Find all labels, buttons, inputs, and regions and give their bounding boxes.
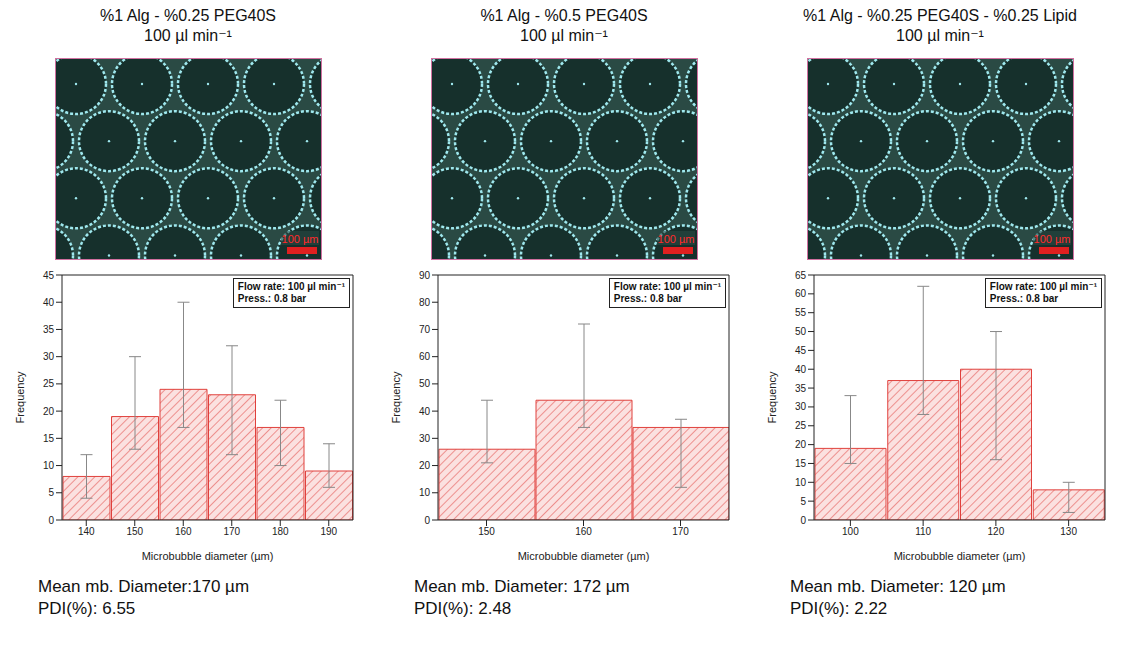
svg-text:35: 35 [795, 383, 807, 394]
svg-text:Microbubble diameter (µm): Microbubble diameter (µm) [894, 550, 1026, 562]
html-text:%1 Alg - %0.25 PEG40S - %0.25: %1 Alg - %0.25 PEG40S - %0.25 Lipid [803, 7, 1077, 24]
svg-text:Frequency: Frequency [766, 371, 778, 423]
svg-text:0: 0 [424, 515, 430, 526]
svg-text:190: 190 [320, 526, 337, 537]
svg-text:10: 10 [43, 460, 55, 471]
html-text:100 µl min⁻¹: 100 µl min⁻¹ [896, 27, 984, 44]
svg-text:150: 150 [478, 526, 495, 537]
svg-text:5: 5 [800, 496, 806, 507]
html-text:%1 Alg - %0.25 PEG40S: %1 Alg - %0.25 PEG40S [99, 7, 276, 24]
html-text:PDI(%): 6.55: PDI(%): 6.55 [38, 599, 136, 618]
html-text:PDI(%): 2.48: PDI(%): 2.48 [414, 599, 512, 618]
svg-text:20: 20 [795, 439, 807, 450]
html-text:PDI(%): 2.22: PDI(%): 2.22 [790, 599, 888, 618]
svg-text:20: 20 [43, 406, 55, 417]
svg-text:100: 100 [842, 526, 859, 537]
svg-text:Microbubble diameter (µm): Microbubble diameter (µm) [518, 550, 650, 562]
svg-text:Microbubble diameter (µm): Microbubble diameter (µm) [142, 550, 274, 562]
svg-text:30: 30 [419, 433, 431, 444]
svg-text:55: 55 [795, 307, 807, 318]
svg-text:0: 0 [48, 515, 54, 526]
svg-text:160: 160 [175, 526, 192, 537]
html-text:Press.: 0.8 bar: Press.: 0.8 bar [613, 293, 683, 304]
html-text:Mean mb. Diameter: 120 µm: Mean mb. Diameter: 120 µm [790, 577, 1006, 596]
svg-text:40: 40 [419, 406, 431, 417]
svg-text:5: 5 [48, 487, 54, 498]
svg-text:80: 80 [419, 297, 431, 308]
svg-text:60: 60 [419, 351, 431, 362]
svg-text:25: 25 [43, 378, 55, 389]
svg-text:180: 180 [272, 526, 289, 537]
html-text:Mean mb. Diameter: 172 µm: Mean mb. Diameter: 172 µm [414, 577, 630, 596]
svg-text:10: 10 [419, 487, 431, 498]
svg-text:100 µm: 100 µm [1033, 233, 1070, 245]
svg-text:65: 65 [795, 270, 807, 281]
svg-text:150: 150 [126, 526, 143, 537]
svg-text:15: 15 [795, 458, 807, 469]
svg-text:170: 170 [223, 526, 240, 537]
svg-text:Frequency: Frequency [14, 371, 26, 423]
svg-text:45: 45 [43, 270, 55, 281]
html-text:Press.: 0.8 bar: Press.: 0.8 bar [989, 293, 1059, 304]
html-text:Flow rate: 100 µl min⁻¹: Flow rate: 100 µl min⁻¹ [237, 281, 345, 292]
svg-text:50: 50 [795, 326, 807, 337]
svg-text:160: 160 [575, 526, 592, 537]
html-text:Flow rate: 100 µl min⁻¹: Flow rate: 100 µl min⁻¹ [613, 281, 721, 292]
svg-text:40: 40 [795, 364, 807, 375]
html-text:100 µl min⁻¹: 100 µl min⁻¹ [144, 27, 232, 44]
svg-text:170: 170 [672, 526, 689, 537]
svg-text:140: 140 [78, 526, 95, 537]
svg-text:40: 40 [43, 297, 55, 308]
svg-text:Frequency: Frequency [390, 371, 402, 423]
html-text:Press.: 0.8 bar: Press.: 0.8 bar [237, 293, 307, 304]
svg-text:100 µm: 100 µm [657, 233, 694, 245]
svg-text:50: 50 [419, 378, 431, 389]
svg-text:100 µm: 100 µm [281, 233, 318, 245]
svg-text:90: 90 [419, 270, 431, 281]
svg-text:110: 110 [915, 526, 931, 537]
svg-text:20: 20 [419, 460, 431, 471]
svg-text:0: 0 [800, 515, 806, 526]
svg-text:120: 120 [988, 526, 1005, 537]
svg-text:30: 30 [795, 401, 807, 412]
svg-text:45: 45 [795, 345, 807, 356]
svg-text:25: 25 [795, 420, 807, 431]
svg-text:10: 10 [795, 477, 807, 488]
svg-text:35: 35 [43, 324, 55, 335]
svg-text:70: 70 [419, 324, 431, 335]
html-text:%1 Alg - %0.5 PEG40S: %1 Alg - %0.5 PEG40S [480, 7, 648, 24]
svg-text:15: 15 [43, 433, 55, 444]
svg-text:130: 130 [1060, 526, 1077, 537]
html-text:Mean mb. Diameter:170 µm: Mean mb. Diameter:170 µm [38, 577, 249, 596]
html-text:100 µl min⁻¹: 100 µl min⁻¹ [520, 27, 608, 44]
svg-text:60: 60 [795, 288, 807, 299]
svg-text:30: 30 [43, 351, 55, 362]
html-text:Flow rate: 100 µl min⁻¹: Flow rate: 100 µl min⁻¹ [989, 281, 1097, 292]
